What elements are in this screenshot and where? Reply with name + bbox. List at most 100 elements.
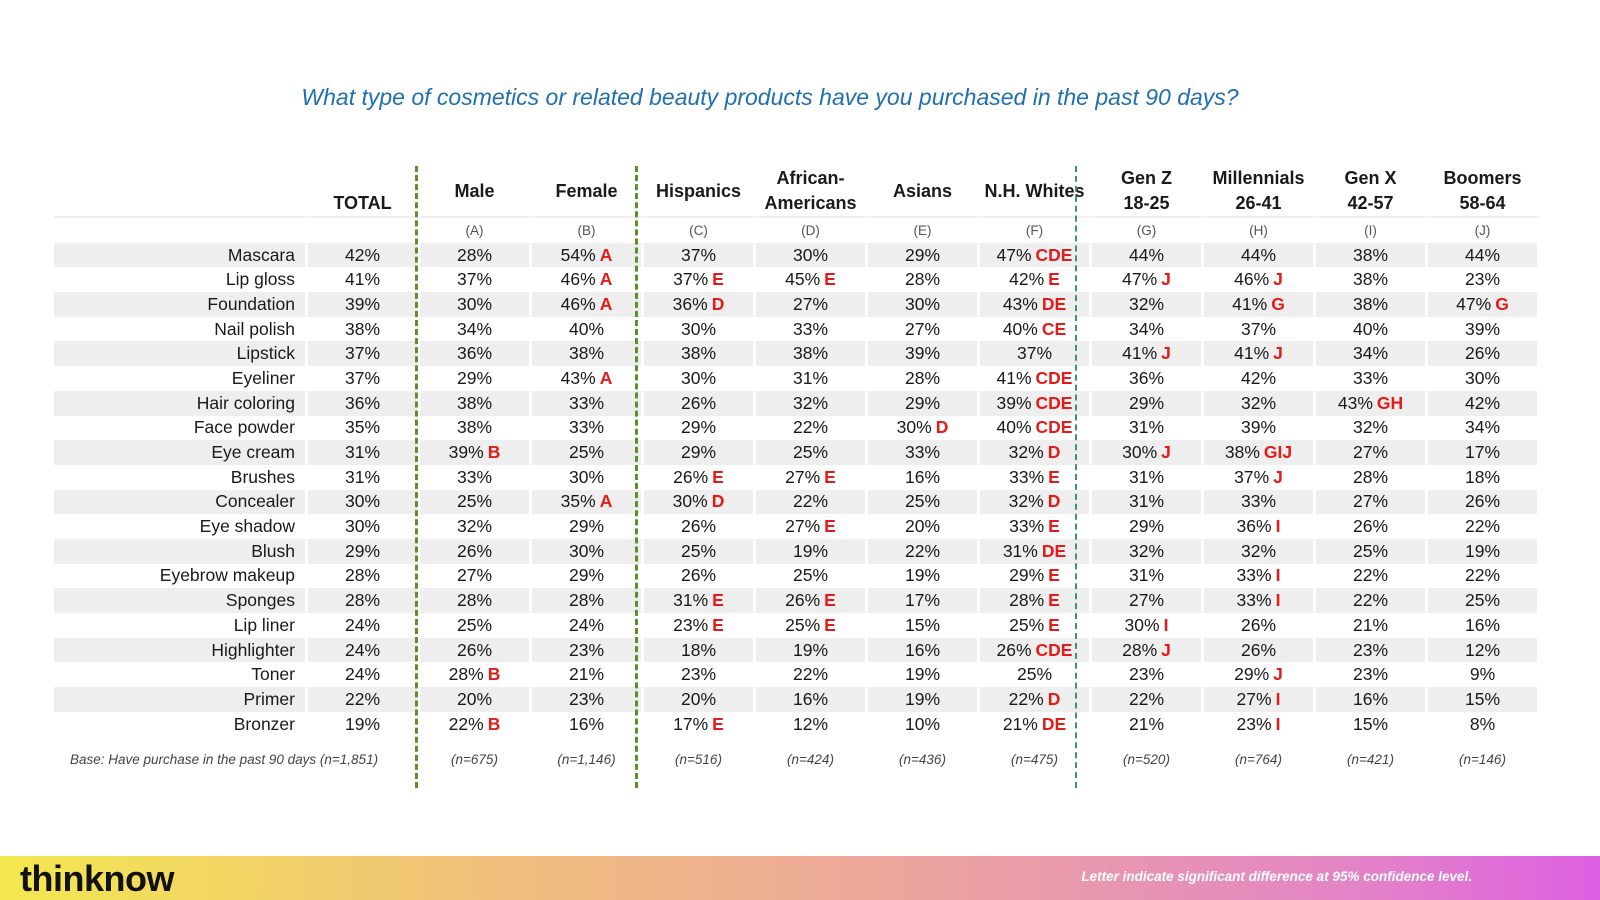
cell-value: 31% (792, 367, 829, 388)
divider-ethnicity (635, 166, 638, 788)
cell-value: 29% (1234, 664, 1270, 685)
data-cell: 28% J (1092, 637, 1204, 663)
cell-value: 47% (996, 244, 1032, 265)
significance-letters: J (1273, 343, 1283, 364)
data-cell: 26% E (756, 588, 868, 613)
column-header-line: Boomers (1443, 168, 1522, 188)
table-row: Hair coloring 36% 38% 33% 26% 32% 29% 39% CDE 29%… (54, 390, 1540, 416)
data-cell: 15% (1316, 711, 1428, 737)
data-cell: 42% E (980, 267, 1092, 293)
row-total: 35% (308, 415, 420, 441)
cell-value: 25% (456, 614, 493, 635)
cell-value: 25% (680, 540, 717, 561)
data-cell: 41% J (1092, 341, 1204, 367)
base-n: (n=475) (980, 742, 1092, 777)
significance-letters: E (712, 713, 724, 734)
cell-value: 23% (1352, 664, 1389, 685)
cell-value: 29% (568, 565, 605, 586)
data-cell: 40% CDE (980, 415, 1092, 441)
data-cell: 31% (1092, 563, 1204, 589)
cell-value: 31% (1128, 491, 1165, 512)
cell-value: 23% (568, 639, 605, 660)
data-cell: 21% (1316, 613, 1428, 638)
data-cell: 12% (1428, 637, 1540, 663)
data-cell: 37% (644, 242, 756, 268)
cell-value: 33% (568, 417, 605, 438)
cell-value: 30% (568, 540, 605, 561)
cell-value: 30% (680, 367, 717, 388)
column-letter: (B) (532, 218, 644, 243)
cell-value: 31% (1128, 466, 1165, 487)
cell-value: 10% (904, 713, 941, 734)
cell-value: 40% (568, 318, 605, 339)
data-cell: 31% (1092, 415, 1204, 441)
data-cell: 23% E (644, 613, 756, 638)
cell-value: 21% (1002, 713, 1038, 734)
cell-value: 33% (1240, 491, 1277, 512)
row-total: 28% (308, 588, 420, 613)
data-cell: 29% (1092, 514, 1204, 539)
cell-value: 23% (673, 614, 709, 635)
significance-letters: CDE (1035, 392, 1073, 413)
cell-value: 33% (1009, 516, 1045, 537)
cell-value: 22% (1464, 516, 1501, 537)
column-header: Gen X 42-57 (1316, 166, 1428, 218)
data-cell: 44% (1092, 242, 1204, 268)
cell-value: 42% (1009, 269, 1045, 290)
data-cell: 34% (1092, 316, 1204, 342)
data-cell: 33% (532, 390, 644, 416)
footer-bar: thinknow Letter indicate significant dif… (0, 856, 1600, 900)
cell-value: 26% (785, 590, 821, 611)
cell-value: 46% (1234, 269, 1270, 290)
question-title: What type of cosmetics or related beauty… (301, 84, 1239, 110)
column-header: Millennials 26-41 (1204, 166, 1316, 218)
row-label: Nail polish (54, 316, 308, 342)
cell-value: 30% (1124, 614, 1160, 635)
data-cell: 31% (1092, 489, 1204, 515)
cell-value: 19% (792, 540, 829, 561)
data-cell: 34% (420, 316, 532, 342)
data-cell: 27% (868, 316, 980, 342)
row-total: 30% (308, 514, 420, 539)
cell-value: 18% (680, 639, 717, 660)
column-header: Male (420, 166, 532, 218)
table-row: Blush 29% 26% 30% 25% 19% 22% 31% DE 32% 32% 25% 19% (54, 538, 1540, 564)
cell-value: 38% (568, 343, 605, 364)
significance-letters: J (1161, 269, 1171, 290)
data-cell: 32% (1204, 390, 1316, 416)
column-header-line: 26-41 (1235, 193, 1282, 213)
cell-value: 25% (1009, 614, 1045, 635)
data-cell: 36% I (1204, 514, 1316, 539)
data-cell: 41% J (1204, 341, 1316, 367)
cell-value: 38% (456, 417, 493, 438)
data-cell: 29% (644, 440, 756, 465)
data-cell: 22% (756, 662, 868, 688)
column-header-line: Male (454, 180, 495, 201)
cell-value: 22% (792, 417, 829, 438)
cell-value: 34% (1352, 343, 1389, 364)
cell-value: 33% (568, 392, 605, 413)
data-cell: 42% (1428, 390, 1540, 416)
base-n: (n=1,146) (532, 742, 644, 777)
data-cell: 41% G (1204, 292, 1316, 317)
cell-value: 32% (792, 392, 829, 413)
cell-value: 32% (1008, 442, 1044, 463)
significance-letters: G (1495, 293, 1509, 314)
data-cell: 16% (756, 687, 868, 712)
cell-value: 27% (1236, 688, 1272, 709)
significance-letters: I (1275, 590, 1281, 611)
cell-value: 36% (672, 293, 708, 314)
cell-value: 39% (996, 392, 1032, 413)
header-label-spacer (54, 166, 308, 218)
column-letter: (I) (1316, 218, 1428, 243)
cell-value: 33% (1352, 367, 1389, 388)
row-total: 37% (308, 366, 420, 391)
data-cell: 33% (756, 316, 868, 342)
cell-value: 26% (680, 392, 717, 413)
data-cell: 36% (1092, 366, 1204, 391)
data-cell: 38% (420, 415, 532, 441)
data-cell: 15% (868, 613, 980, 638)
data-cell: 26% (1428, 341, 1540, 367)
cell-value: 42% (1240, 367, 1277, 388)
cell-value: 30% (672, 491, 708, 512)
